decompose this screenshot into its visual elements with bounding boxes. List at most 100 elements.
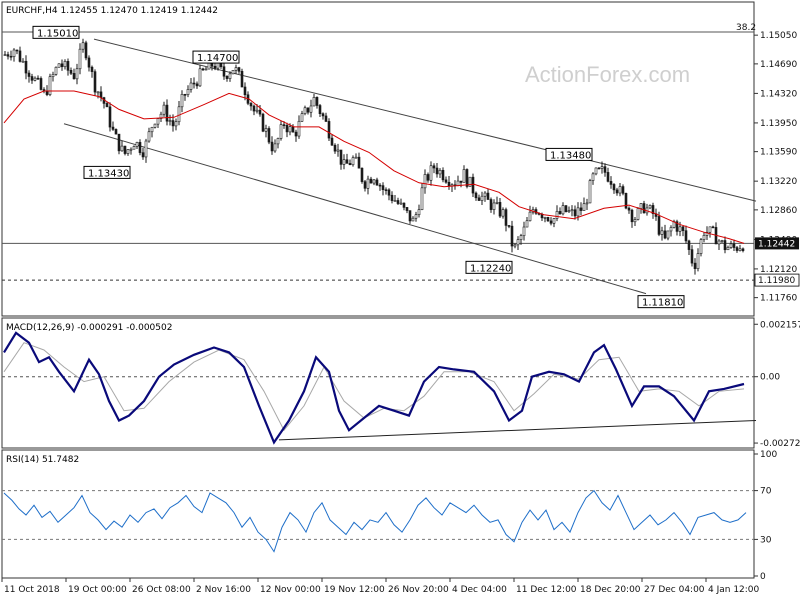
candle-body xyxy=(327,121,331,139)
candle-body xyxy=(60,63,64,68)
candle-body xyxy=(171,120,175,127)
candle-body xyxy=(411,217,415,222)
candle-body xyxy=(330,137,334,146)
candle-body xyxy=(621,186,625,194)
candle-body xyxy=(447,181,451,187)
candle-body xyxy=(630,209,634,223)
candle-body xyxy=(276,138,280,145)
candle-body xyxy=(177,106,181,123)
time-tick-label: 19 Nov 12:00 xyxy=(324,585,385,595)
candle-body xyxy=(564,205,568,213)
candle-body xyxy=(408,210,412,222)
candle-body xyxy=(291,126,295,133)
candle-body xyxy=(120,145,124,152)
macd-signal-line xyxy=(3,342,745,432)
candle-body xyxy=(618,186,622,194)
candle-body xyxy=(699,239,703,254)
time-tick-label: 26 Oct 08:00 xyxy=(132,585,191,595)
candle-body xyxy=(57,63,61,68)
candle-body xyxy=(519,235,523,240)
candle-body xyxy=(657,216,661,235)
candle-body xyxy=(294,131,298,137)
candle-body xyxy=(615,189,619,194)
candle-body xyxy=(432,165,436,169)
rsi-panel-frame xyxy=(1,449,755,579)
candle-body xyxy=(579,207,583,211)
candle-body xyxy=(135,142,139,147)
moving-average-line xyxy=(3,90,745,244)
callout-box-5 xyxy=(637,295,685,309)
time-tick-label: 11 Oct 2018 xyxy=(4,585,60,595)
candle-body xyxy=(678,226,682,232)
candle-body xyxy=(81,42,85,50)
candle-body xyxy=(501,209,505,217)
candle-body xyxy=(360,167,364,182)
candle-body xyxy=(243,86,247,96)
callout-box-1 xyxy=(192,50,240,64)
time-tick-label: 11 Dec 12:00 xyxy=(516,585,577,595)
candle-body xyxy=(51,74,55,78)
candle-body xyxy=(588,180,592,204)
candle-body xyxy=(15,49,19,52)
candle-body xyxy=(156,118,160,125)
candle-body xyxy=(516,239,520,246)
candle-body xyxy=(9,55,13,58)
candle-body xyxy=(165,104,169,122)
candle-body xyxy=(609,181,613,185)
candle-body xyxy=(723,240,727,251)
candle-body xyxy=(159,113,163,119)
candle-body xyxy=(543,217,547,219)
candle-body xyxy=(336,149,340,152)
candle-body xyxy=(237,67,241,72)
candle-body xyxy=(708,226,712,233)
candle-body xyxy=(420,187,424,210)
candle-body xyxy=(567,210,571,213)
candle-body xyxy=(399,202,403,205)
candle-body xyxy=(441,169,445,181)
time-tick-label: 18 Dec 20:00 xyxy=(580,585,641,595)
candle-body xyxy=(93,71,97,93)
candle-body xyxy=(693,262,697,269)
candle-body xyxy=(27,72,31,77)
price-tick-label: 1.15050 xyxy=(760,31,797,41)
candle-body xyxy=(90,66,94,72)
candle-body xyxy=(273,143,277,152)
candle-body xyxy=(387,189,391,196)
candle-body xyxy=(312,97,316,107)
candle-body xyxy=(705,231,709,236)
time-tick-label: 12 Nov 00:00 xyxy=(260,585,321,595)
candle-body xyxy=(357,156,361,169)
candle-body xyxy=(45,90,49,95)
candle-body xyxy=(270,141,274,152)
price-tick-label: 1.12120 xyxy=(760,265,797,275)
candle-body xyxy=(21,60,25,63)
candle-body xyxy=(720,240,724,242)
candle-body xyxy=(687,240,691,250)
candle-body xyxy=(486,192,490,200)
macd-trendline xyxy=(278,419,757,441)
candle-body xyxy=(390,194,394,201)
macd-lines xyxy=(3,331,745,445)
macd-panel-title: MACD(12,26,9) -0.000291 -0.000502 xyxy=(6,323,172,333)
candle-body xyxy=(681,226,685,231)
candle-body xyxy=(741,248,745,251)
candle-body xyxy=(663,230,667,239)
candle-body xyxy=(366,178,370,189)
candle-body xyxy=(576,207,580,217)
candle-body xyxy=(402,202,406,208)
price-panel-title: EURCHF,H4 1.12455 1.12470 1.12419 1.1244… xyxy=(6,6,218,16)
candle-body xyxy=(129,148,133,151)
candle-body xyxy=(597,167,601,170)
candle-body xyxy=(306,107,310,113)
candle-body xyxy=(186,89,190,95)
candle-body xyxy=(639,203,643,209)
macd-main-line xyxy=(3,331,745,445)
rsi-tick-label: 70 xyxy=(760,487,772,497)
rsi-y-axis: 100 70 30 0 xyxy=(754,450,777,582)
candle-body xyxy=(114,129,118,135)
candle-body xyxy=(255,109,259,112)
candle-body xyxy=(249,103,253,107)
candle-body xyxy=(513,244,517,247)
candle-body xyxy=(342,159,346,165)
candle-body xyxy=(594,167,598,175)
